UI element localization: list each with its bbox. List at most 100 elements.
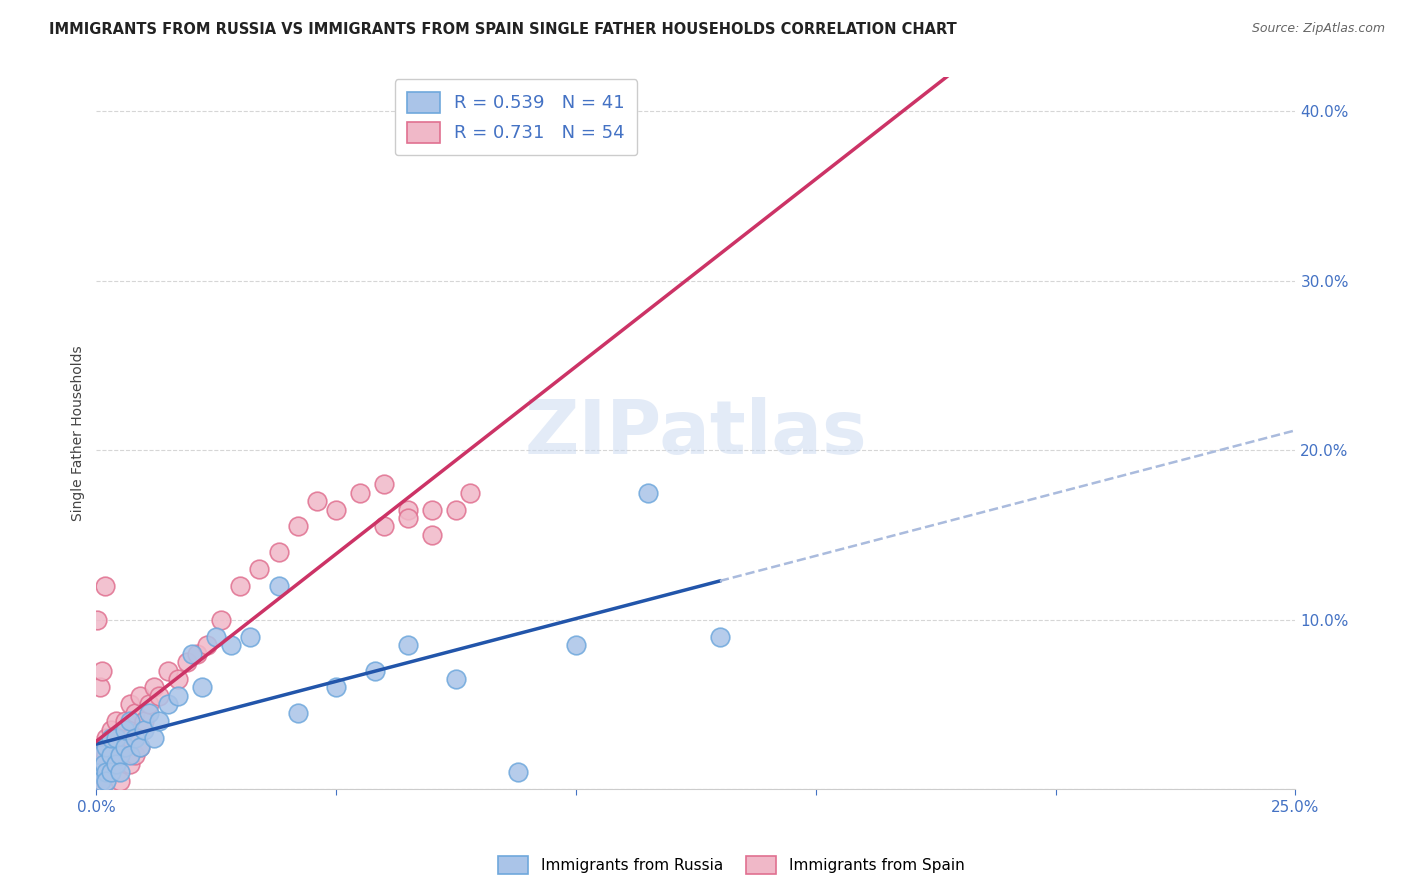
Point: [287, 519, 309, 533]
Point: [229, 579, 252, 593]
Point: [373, 477, 395, 491]
Point: [114, 739, 136, 754]
Point: [87, 765, 110, 780]
Point: [565, 638, 588, 652]
Text: IMMIGRANTS FROM RUSSIA VS IMMIGRANTS FROM SPAIN SINGLE FATHER HOUSEHOLDS CORRELA: IMMIGRANTS FROM RUSSIA VS IMMIGRANTS FRO…: [49, 22, 957, 37]
Point: [176, 655, 198, 669]
Point: [305, 494, 328, 508]
Point: [114, 723, 136, 737]
Point: [157, 664, 180, 678]
Point: [110, 773, 132, 788]
Point: [128, 739, 150, 754]
Point: [420, 502, 443, 516]
Point: [138, 698, 160, 712]
Point: [90, 773, 112, 788]
Point: [124, 706, 146, 720]
Point: [124, 748, 146, 763]
Point: [396, 638, 419, 652]
Point: [110, 748, 132, 763]
Point: [267, 545, 290, 559]
Point: [90, 773, 112, 788]
Point: [325, 681, 347, 695]
Point: [118, 698, 141, 712]
Point: [90, 756, 112, 771]
Point: [709, 630, 731, 644]
Point: [94, 731, 117, 746]
Point: [148, 714, 170, 729]
Point: [209, 613, 232, 627]
Point: [249, 562, 271, 576]
Point: [637, 485, 659, 500]
Point: [444, 502, 467, 516]
Point: [167, 672, 190, 686]
Point: [118, 731, 141, 746]
Point: [396, 502, 419, 516]
Point: [373, 519, 395, 533]
Point: [100, 765, 122, 780]
Point: [396, 511, 419, 525]
Point: [110, 731, 132, 746]
Point: [118, 756, 141, 771]
Point: [142, 681, 165, 695]
Point: [89, 681, 111, 695]
Point: [167, 689, 190, 703]
Point: [118, 748, 141, 763]
Point: [363, 664, 385, 678]
Point: [87, 748, 110, 763]
Point: [110, 765, 132, 780]
Point: [104, 714, 127, 729]
Point: [148, 689, 170, 703]
Point: [191, 681, 214, 695]
Point: [104, 765, 127, 780]
Point: [128, 689, 150, 703]
Point: [91, 664, 114, 678]
Point: [267, 579, 290, 593]
Point: [134, 714, 156, 729]
Legend: Immigrants from Russia, Immigrants from Spain: Immigrants from Russia, Immigrants from …: [492, 850, 970, 880]
Point: [100, 748, 122, 763]
Point: [94, 773, 117, 788]
Point: [94, 739, 117, 754]
Point: [100, 739, 122, 754]
Point: [142, 731, 165, 746]
Point: [219, 638, 242, 652]
Point: [114, 739, 136, 754]
Point: [100, 731, 122, 746]
Text: ZIPatlas: ZIPatlas: [524, 397, 868, 470]
Text: Source: ZipAtlas.com: Source: ZipAtlas.com: [1251, 22, 1385, 36]
Point: [87, 765, 110, 780]
Point: [420, 528, 443, 542]
Point: [181, 647, 204, 661]
Point: [124, 731, 146, 746]
Point: [100, 723, 122, 737]
Point: [114, 714, 136, 729]
Point: [93, 756, 115, 771]
Legend: R = 0.539   N = 41, R = 0.731   N = 54: R = 0.539 N = 41, R = 0.731 N = 54: [395, 79, 637, 155]
Point: [94, 765, 117, 780]
Point: [134, 723, 156, 737]
Point: [508, 765, 530, 780]
Point: [118, 714, 141, 729]
Point: [287, 706, 309, 720]
Point: [138, 706, 160, 720]
Point: [86, 613, 108, 627]
Point: [205, 630, 228, 644]
Point: [349, 485, 371, 500]
Point: [128, 739, 150, 754]
Point: [195, 638, 218, 652]
Point: [110, 748, 132, 763]
Y-axis label: Single Father Households: Single Father Households: [72, 345, 86, 521]
Point: [94, 748, 117, 763]
Point: [104, 756, 127, 771]
Point: [94, 773, 117, 788]
Point: [460, 485, 482, 500]
Point: [90, 748, 112, 763]
Point: [104, 731, 127, 746]
Point: [100, 756, 122, 771]
Point: [325, 502, 347, 516]
Point: [444, 672, 467, 686]
Point: [93, 765, 115, 780]
Point: [186, 647, 208, 661]
Point: [94, 579, 117, 593]
Point: [157, 698, 180, 712]
